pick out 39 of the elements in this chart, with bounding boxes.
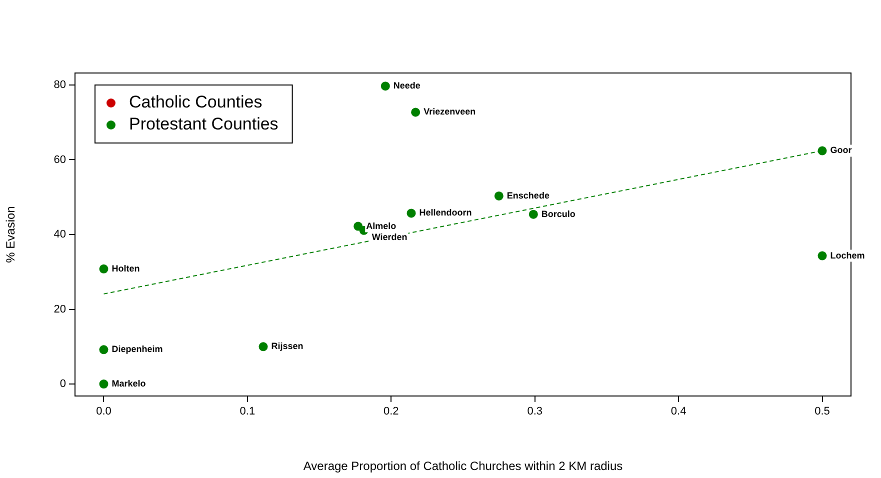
point [818, 251, 827, 260]
y-axis-title: % Evasion [4, 206, 18, 263]
y-tick-label: 60 [54, 154, 66, 166]
point [99, 345, 108, 354]
point [818, 146, 827, 156]
y-tick-label: 40 [54, 228, 66, 241]
annotation: Vriezenveen [424, 106, 476, 117]
y-tick-label: 20 [54, 303, 66, 316]
point [380, 82, 390, 91]
annotation: Holten [112, 263, 140, 274]
annotation: Almelo [366, 220, 397, 231]
annotation: Markelo [112, 378, 146, 389]
x-tick-label: 0.5 [814, 406, 830, 418]
point [406, 208, 416, 218]
point [99, 380, 108, 389]
y-tick-label: 80 [54, 78, 66, 91]
annotation: Diepenheim [112, 344, 163, 354]
annotation: Rijssen [271, 341, 304, 352]
annotation: Neede [393, 80, 420, 91]
x-tick-label: 0.0 [96, 406, 112, 418]
x-tick-label: 0.2 [384, 406, 399, 418]
x-axis-title: Average Proportion of Catholic Churches within 2 KM radius [303, 459, 623, 474]
point [258, 342, 268, 352]
point [411, 108, 420, 117]
annotation: Lochem [830, 250, 865, 260]
point [99, 264, 108, 274]
point [494, 191, 504, 200]
annotation: Goor [830, 145, 852, 156]
annotation: Enschede [506, 190, 550, 200]
x-tick-label: 0.4 [670, 406, 686, 418]
annotation: Wierden [372, 232, 408, 242]
annotation: Hellendoorn [419, 208, 472, 218]
annotation: Borculo [541, 208, 576, 219]
y-tick-label: 0 [60, 378, 66, 390]
x-tick-label: 0.1 [240, 406, 256, 418]
legend-label: Catholic Counties [129, 92, 262, 112]
x-tick-label: 0.3 [527, 406, 542, 418]
point [528, 210, 538, 219]
legend-label: Protestant Counties [129, 114, 278, 134]
